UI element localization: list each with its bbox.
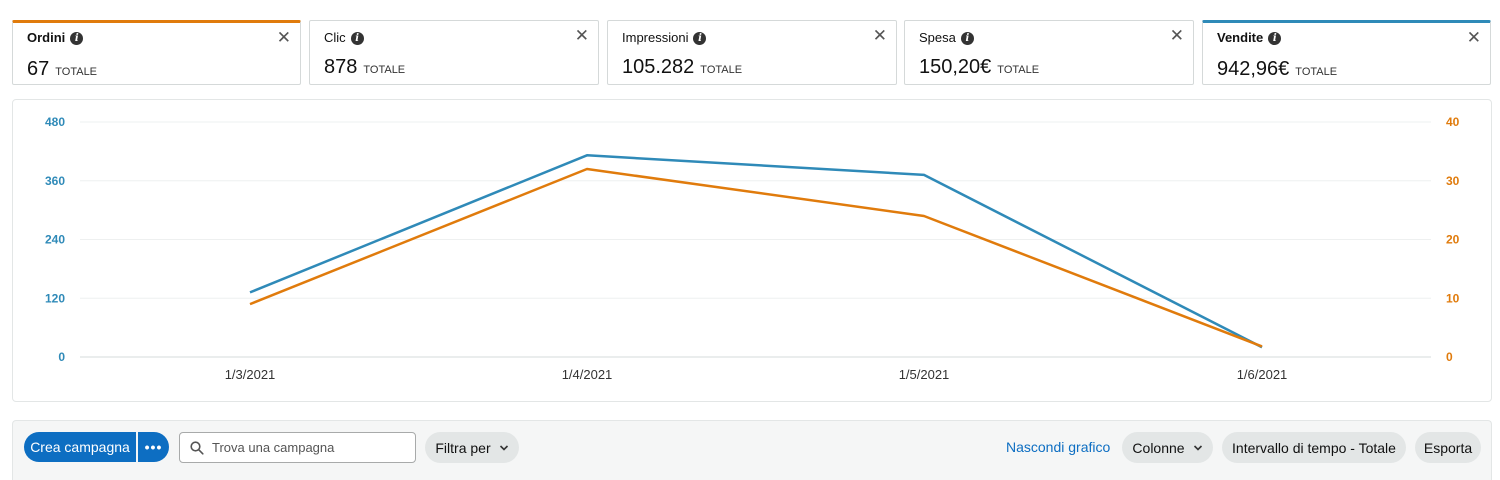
metric-value: 878 xyxy=(324,56,358,78)
close-icon[interactable]: ✕ xyxy=(574,26,589,45)
series-line-vendite xyxy=(249,154,1263,349)
metric-card-spend[interactable]: Spesa i ✕ 150,20€ TOTALE xyxy=(904,20,1194,85)
metric-label: Clic xyxy=(324,29,346,45)
chevron-down-icon xyxy=(1193,444,1202,451)
export-button[interactable]: Esporta xyxy=(1415,432,1481,463)
metric-value: 942,96€ xyxy=(1217,58,1290,80)
y-right-tick-label: 0 xyxy=(1446,350,1453,364)
y-left-tick-label: 0 xyxy=(58,350,65,364)
x-tick-label: 1/6/2021 xyxy=(1237,367,1288,382)
y-right-tick-label: 40 xyxy=(1446,115,1460,129)
metric-label: Ordini xyxy=(27,29,66,45)
chart-svg: 0 0 120 10 240 20 360 30 480 40 1/3/2021 1/4/2021 1/… xyxy=(45,115,1460,382)
metric-value: 105.282 xyxy=(622,56,695,78)
metric-unit: TOTALE xyxy=(997,64,1040,76)
more-options-button[interactable]: ••• xyxy=(138,432,169,462)
info-icon[interactable]: i xyxy=(1268,32,1282,45)
y-left-tick-label: 360 xyxy=(45,174,65,188)
y-right-tick-label: 10 xyxy=(1446,291,1460,305)
close-icon[interactable]: ✕ xyxy=(276,28,291,47)
date-range-button[interactable]: Intervallo di tempo - Totale xyxy=(1222,432,1406,463)
info-icon[interactable]: i xyxy=(693,32,707,45)
search-icon xyxy=(190,440,204,455)
metric-card-orders[interactable]: Ordini i ✕ 67 TOTALE xyxy=(12,20,301,85)
hide-chart-link[interactable]: Nascondi grafico xyxy=(1006,439,1111,455)
search-input[interactable] xyxy=(212,440,402,455)
y-left-tick-label: 240 xyxy=(45,233,65,247)
metric-value: 150,20€ xyxy=(919,56,992,78)
metric-card-clicks[interactable]: Clic i ✕ 878 TOTALE xyxy=(309,20,599,85)
info-icon[interactable]: i xyxy=(960,32,974,45)
series-line-ordini xyxy=(249,167,1263,348)
metric-unit: TOTALE xyxy=(363,64,406,76)
info-icon[interactable]: i xyxy=(350,32,364,45)
filter-button[interactable]: Filtra per xyxy=(425,432,519,463)
close-icon[interactable]: ✕ xyxy=(1466,28,1481,47)
metric-unit: TOTALE xyxy=(55,66,98,78)
close-icon[interactable]: ✕ xyxy=(1169,26,1184,45)
columns-button[interactable]: Colonne xyxy=(1122,432,1213,463)
create-campaign-button[interactable]: Crea campagna xyxy=(24,432,136,462)
x-tick-label: 1/5/2021 xyxy=(899,367,950,382)
metric-label: Spesa xyxy=(919,29,956,45)
metric-card-sales[interactable]: Vendite i ✕ 942,96€ TOTALE xyxy=(1202,20,1491,85)
metric-label: Vendite xyxy=(1217,29,1264,45)
info-icon[interactable]: i xyxy=(70,32,84,45)
y-left-tick-label: 120 xyxy=(45,291,65,305)
chevron-down-icon xyxy=(499,444,508,451)
metric-cards: Ordini i ✕ 67 TOTALE Clic i ✕ 878 TOTALE Imp… xyxy=(12,20,1491,86)
metric-value: 67 xyxy=(27,58,50,80)
metric-unit: TOTALE xyxy=(1295,66,1338,78)
y-right-tick-label: 20 xyxy=(1446,233,1460,247)
x-tick-label: 1/4/2021 xyxy=(562,367,613,382)
close-icon[interactable]: ✕ xyxy=(872,26,887,45)
campaign-toolbar: Crea campagna ••• Filtra per Nascondi gr… xyxy=(12,420,1492,480)
y-left-tick-label: 480 xyxy=(45,115,65,129)
metric-card-impressions[interactable]: Impressioni i ✕ 105.282 TOTALE xyxy=(607,20,897,85)
x-tick-label: 1/3/2021 xyxy=(225,367,276,382)
columns-label: Colonne xyxy=(1132,439,1185,456)
metric-label: Impressioni xyxy=(622,29,689,45)
campaign-search[interactable] xyxy=(179,432,416,463)
y-right-tick-label: 30 xyxy=(1446,174,1460,188)
metric-unit: TOTALE xyxy=(700,64,743,76)
line-chart: 0 0 120 10 240 20 360 30 480 40 1/3/2021 1/4/2021 1/… xyxy=(12,99,1492,402)
filter-label: Filtra per xyxy=(435,439,491,456)
